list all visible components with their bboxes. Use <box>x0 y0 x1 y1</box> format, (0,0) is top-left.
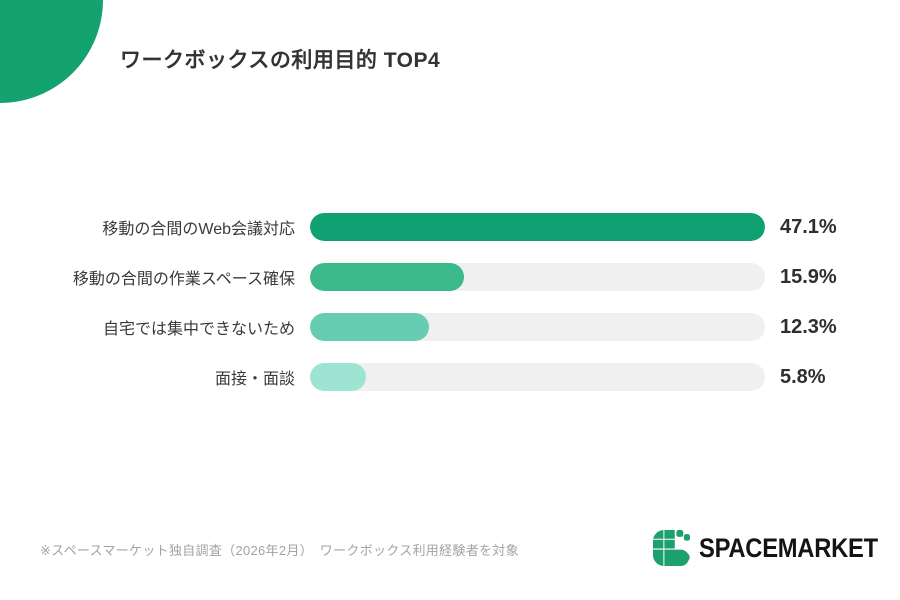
chart-row: 面接・面談 5.8% <box>40 363 870 391</box>
bar-track <box>310 363 765 391</box>
chart-rows: 移動の合間のWeb会議対応 47.1% 移動の合間の作業スペース確保 15.9% 自宅で… <box>40 213 870 391</box>
bar-track <box>310 213 765 241</box>
spacemarket-logo: SPACEMARKET <box>653 527 900 569</box>
bar-category-label: 移動の合間の作業スペース確保 <box>72 271 295 288</box>
bar-fill <box>310 263 464 291</box>
spacemarket-logo-text: SPACEMARKET <box>699 532 878 563</box>
bar-track <box>310 313 765 341</box>
chart-row: 移動の合間のWeb会議対応 47.1% <box>40 213 870 241</box>
bar-value-label: 12.3% <box>780 315 837 338</box>
bar-value-label: 47.1% <box>780 215 837 238</box>
chart-row: 自宅では集中できないため 12.3% <box>40 313 870 341</box>
bar-fill <box>310 363 367 391</box>
bar-category-label: 自宅では集中できないため <box>102 321 295 338</box>
corner-decoration-circle <box>0 0 103 103</box>
chart-row: 移動の合間の作業スペース確保 15.9% <box>40 263 870 291</box>
source-footnote: ※スペースマーケット独自調査（2026年2月） ワークボックス利用経験者を対象 <box>40 543 519 558</box>
page-title: ワークボックスの利用目的 TOP4 <box>120 49 441 72</box>
bar-category-label: 面接・面談 <box>214 371 295 388</box>
bar-value-label: 15.9% <box>780 265 837 288</box>
bar-value-label: 5.8% <box>780 365 826 388</box>
spacemarket-logo-icon <box>653 530 690 566</box>
bar-category-label: 移動の合間のWeb会議対応 <box>102 221 295 238</box>
bar-chart: 移動の合間のWeb会議対応 47.1% 移動の合間の作業スペース確保 15.9% 自宅で… <box>40 213 870 413</box>
bar-track <box>310 263 765 291</box>
bar-fill <box>310 313 429 341</box>
bar-fill <box>310 213 765 241</box>
